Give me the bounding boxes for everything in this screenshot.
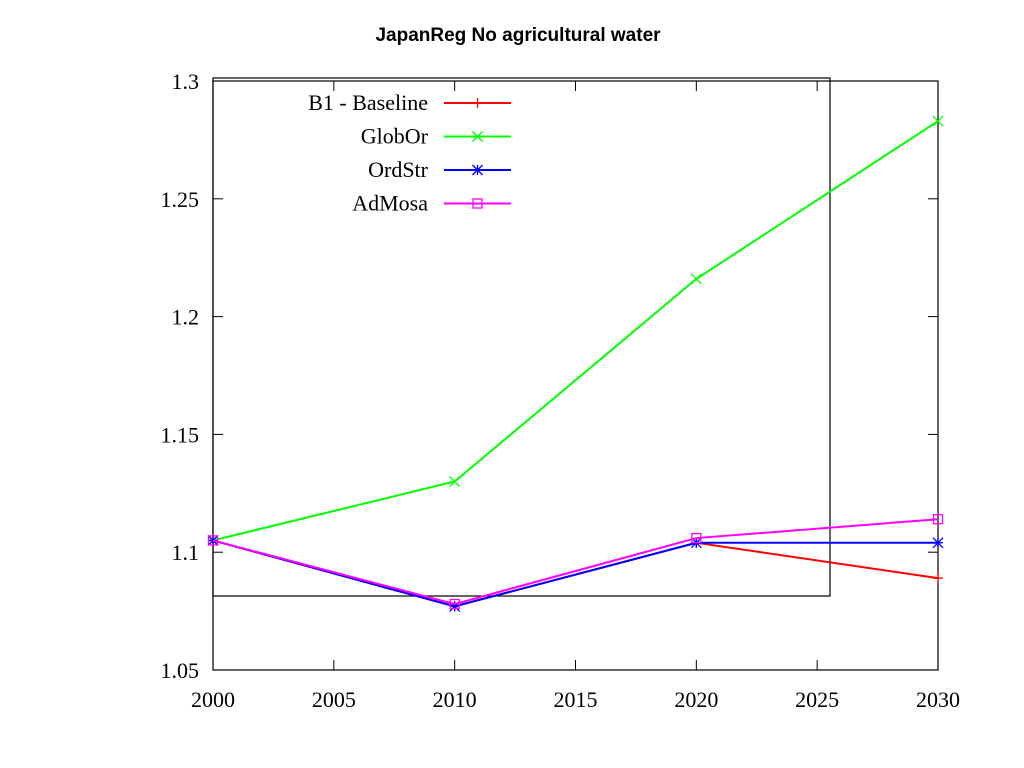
x-tick-label: 2025	[795, 687, 839, 712]
legend-label: B1 - Baseline	[308, 90, 428, 115]
series-line	[212, 518, 939, 606]
axis-ticks: 2000 2005 2010 2015 2020 2025 2030 1.05 1.1 1.15 1…	[161, 69, 961, 712]
y-tick-label: 1.05	[161, 658, 200, 683]
series-b1-baseline	[208, 535, 943, 612]
series-admosa	[207, 514, 944, 610]
data-point	[449, 598, 460, 610]
legend-marker	[472, 198, 483, 209]
data-point	[449, 476, 461, 487]
x-tick-label: 2010	[433, 687, 477, 712]
legend: B1 - Baseline GlobOr OrdStr AdMosa	[212, 77, 831, 597]
data-point	[690, 273, 702, 285]
x-tick-label: 2030	[916, 687, 960, 712]
y-tick-label: 1.15	[161, 422, 200, 447]
legend-marker	[472, 164, 483, 176]
chart-title: JapanReg No agricultural water	[375, 25, 661, 46]
data-point	[932, 115, 944, 127]
x-tick-label: 2020	[674, 687, 718, 712]
data-point	[932, 537, 944, 549]
legend-label: OrdStr	[368, 157, 429, 182]
x-tick-label: 2005	[312, 687, 356, 712]
x-tick-label: 2015	[554, 687, 598, 712]
data-point	[933, 573, 943, 584]
series-globor	[207, 115, 944, 546]
y-tick-label: 1.25	[161, 187, 200, 212]
y-tick-label: 1.2	[172, 305, 200, 330]
legend-label: AdMosa	[352, 191, 428, 216]
y-tick-label: 1.3	[172, 69, 200, 94]
series-line	[212, 539, 938, 608]
plot-frame	[212, 80, 939, 671]
data-point	[207, 535, 219, 546]
y-tick-label: 1.1	[172, 540, 200, 565]
legend-box	[212, 77, 831, 597]
legend-label: GlobOr	[361, 124, 429, 149]
series-layer	[207, 115, 944, 612]
data-point	[691, 532, 702, 544]
legend-marker	[472, 98, 483, 108]
data-point	[932, 514, 944, 525]
x-tick-label: 2000	[191, 687, 235, 712]
series-line	[212, 120, 939, 542]
legend-marker	[472, 131, 483, 142]
series-ordstr	[207, 534, 944, 612]
